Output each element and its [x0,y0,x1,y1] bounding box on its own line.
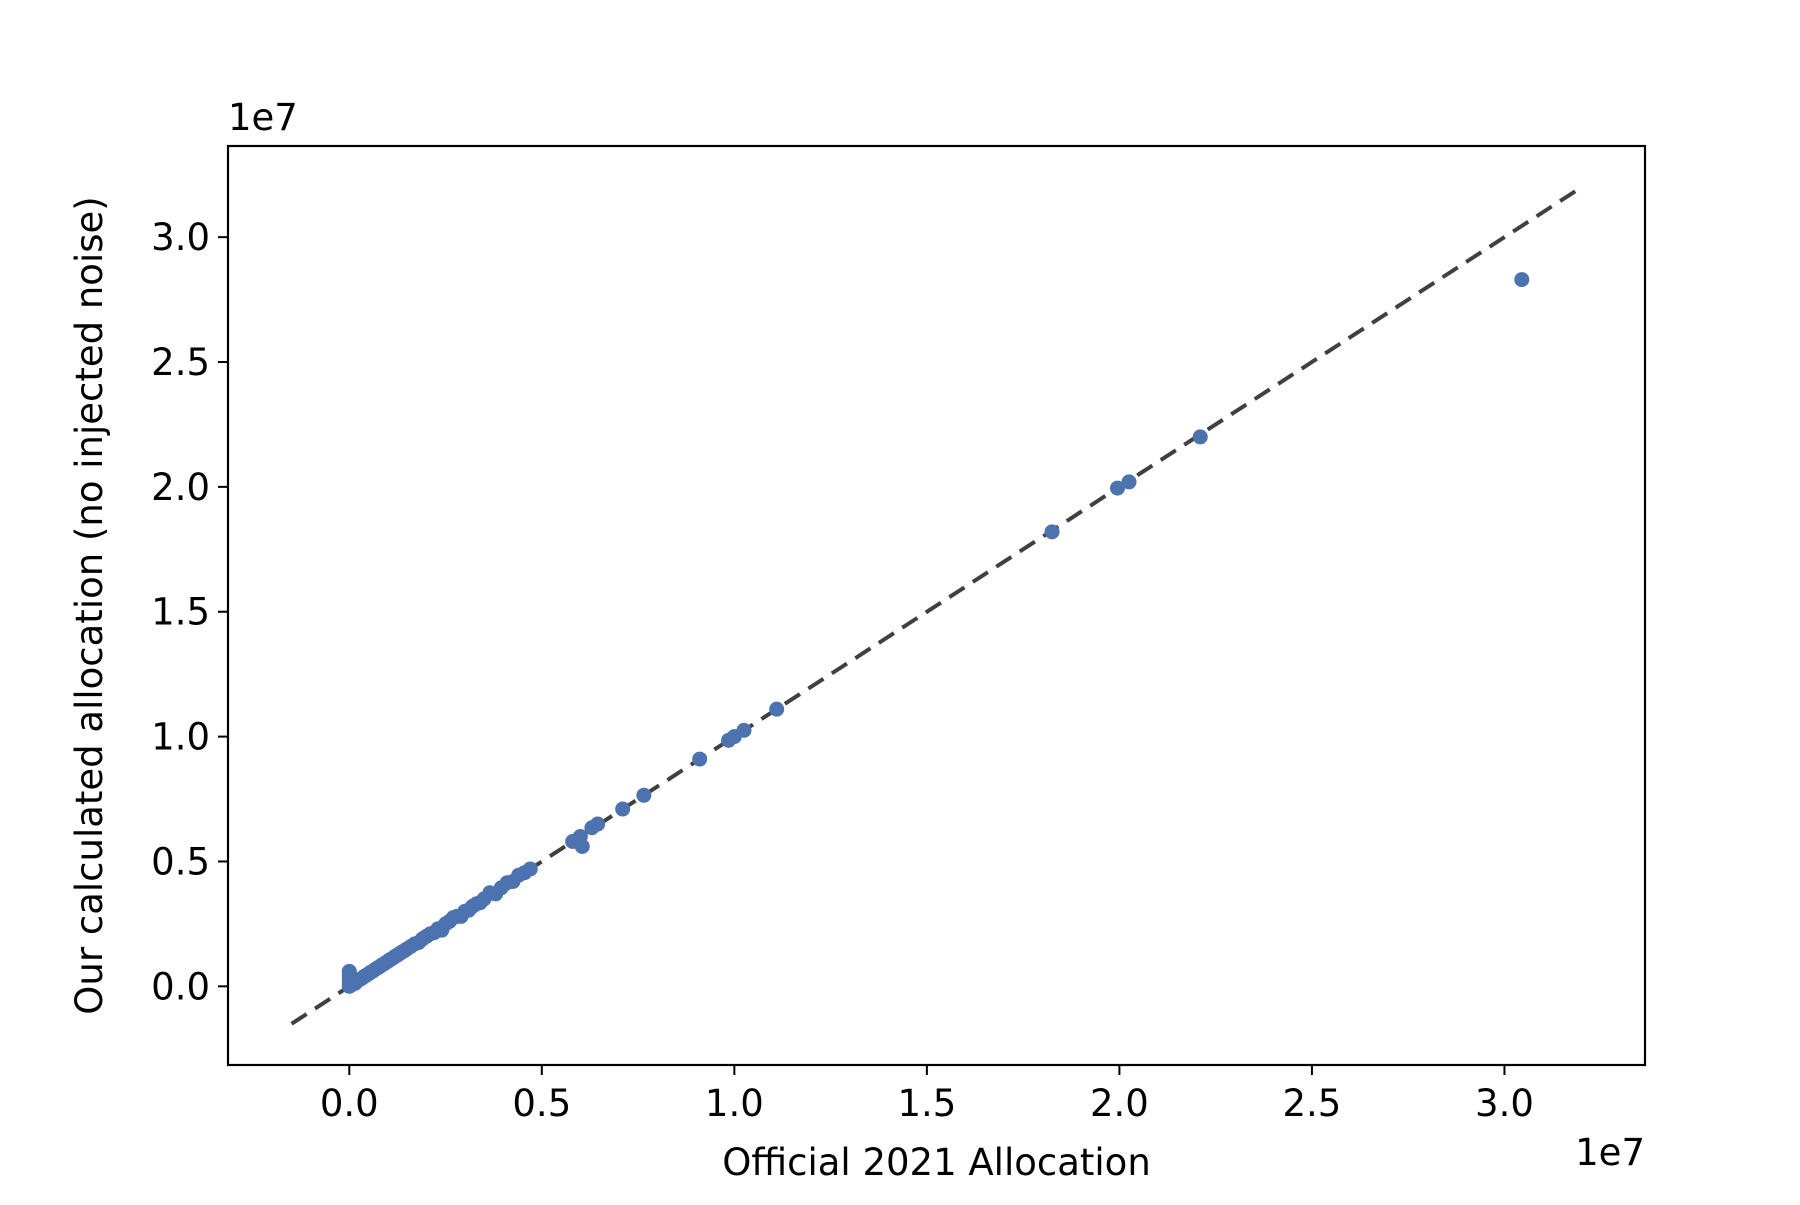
data-point [590,816,606,832]
y-tick-label: 0.5 [151,840,210,883]
data-point [1192,429,1208,445]
data-points-layer [341,272,1530,994]
data-point [692,751,708,767]
data-point [769,701,785,717]
data-point [615,801,631,817]
x-tick-label: 2.0 [1090,1082,1149,1125]
y-axis-offset-label: 1e7 [228,96,298,139]
x-tick-label: 1.5 [897,1082,956,1125]
x-tick-label: 3.0 [1475,1082,1534,1125]
y-axis-label: Our calculated allocation (no injected n… [68,196,111,1014]
data-point [1121,474,1137,490]
y-tick-label: 0.0 [151,965,210,1008]
x-tick-label: 1.0 [705,1082,764,1125]
data-point [1514,272,1530,288]
y-tick-label: 3.0 [151,216,210,259]
plot-frame [226,144,1647,1067]
y-tick-label: 1.0 [151,716,210,759]
y-axis-ticks: 0.0 0.5 1.0 1.5 2.0 2.5 3.0 [151,216,228,1008]
x-tick-label: 0.5 [512,1082,571,1125]
x-tick-label: 0.0 [320,1082,379,1125]
data-point [1044,524,1060,540]
y-tick-label: 1.5 [151,591,210,634]
x-tick-label: 2.5 [1283,1082,1342,1125]
x-axis-ticks: 0.0 0.5 1.0 1.5 2.0 2.5 3.0 [320,1065,1534,1125]
data-point [736,722,752,738]
x-axis-label: Official 2021 Allocation [722,1141,1151,1184]
data-point [522,861,538,877]
data-point [1109,480,1125,496]
y-tick-label: 2.5 [151,341,210,384]
data-point [636,787,652,803]
y-tick-label: 2.0 [151,466,210,509]
x-axis-offset-label: 1e7 [1575,1131,1645,1174]
data-point [574,838,590,854]
